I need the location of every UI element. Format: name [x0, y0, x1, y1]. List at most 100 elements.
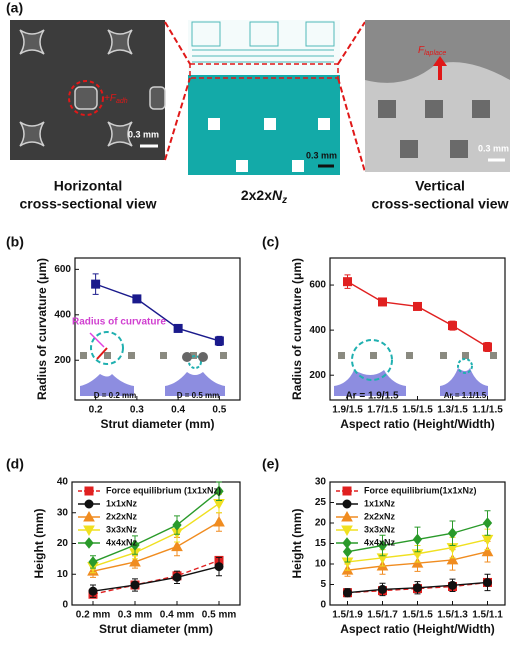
marker — [88, 556, 98, 568]
inset-b — [80, 331, 227, 396]
panel-label: (a) — [6, 0, 23, 16]
y-tick-label: 0 — [320, 600, 326, 611]
annotation: D = 0.2 mm — [94, 391, 136, 400]
force-subscript: laplace — [424, 50, 446, 57]
y-tick-label: 400 — [54, 309, 71, 320]
series-line — [92, 521, 220, 572]
y-tick-label: 30 — [57, 507, 69, 518]
marker — [413, 301, 422, 311]
marker — [214, 562, 224, 572]
caption: Horizontal — [54, 178, 122, 194]
caption: cross-sectional view — [372, 196, 509, 212]
x-tick-label: 1.5/1.5 — [402, 610, 433, 621]
marker — [342, 537, 352, 549]
y-tick-label: 25 — [315, 497, 327, 508]
marker — [83, 525, 95, 537]
y-tick-label: 15 — [315, 538, 327, 549]
force-subscript: adh — [116, 98, 128, 105]
marker — [84, 499, 94, 509]
marker — [173, 323, 183, 333]
x-axis-label: Aspect ratio (Height/Width) — [340, 622, 495, 636]
annotation: Radius of curvature — [72, 317, 166, 328]
y-tick-label: 600 — [54, 264, 71, 275]
y-axis-label: Radius of curvature (μm) — [290, 258, 304, 400]
marker — [481, 545, 494, 557]
x-tick-label: 1.1/1.5 — [472, 405, 503, 416]
legend-label: 2x2xNz — [106, 511, 138, 521]
marker — [214, 485, 224, 498]
marker — [483, 342, 492, 352]
marker — [132, 294, 142, 304]
y-tick-label: 20 — [315, 518, 327, 529]
x-tick-label: 0.3 mm — [118, 610, 153, 621]
force-prefix: + — [104, 93, 110, 104]
x-tick-label: 1.5/1.9 — [332, 610, 363, 621]
panel-label: (c) — [262, 234, 279, 250]
legend-label: 3x3xNz — [364, 524, 396, 534]
x-tick-label: 1.3/1.5 — [437, 405, 468, 416]
x-tick-label: 1.7/1.5 — [367, 405, 398, 416]
scale-label: 0.3 mm — [478, 143, 509, 153]
inset-c — [334, 339, 497, 396]
y-tick-label: 400 — [309, 325, 326, 336]
annotation: Ar = 1.1/1.5 — [444, 391, 487, 400]
y-tick-label: 40 — [57, 477, 69, 488]
y-tick-label: 200 — [54, 355, 71, 366]
marker — [214, 336, 224, 346]
legend-label: 1x1xNz — [364, 498, 396, 508]
marker — [377, 539, 388, 552]
panel-label: (e) — [262, 456, 279, 472]
x-axis-label: Strut diameter (mm) — [100, 417, 214, 431]
caption: Vertical — [415, 178, 465, 194]
y-axis-label: Height (mm) — [290, 509, 304, 579]
y-tick-label: 600 — [309, 280, 326, 291]
caption-text: 2x2x — [241, 187, 272, 203]
marker — [172, 572, 182, 582]
caption: cross-sectional view — [20, 196, 157, 212]
marker — [84, 486, 94, 496]
y-tick-label: 200 — [309, 370, 326, 381]
marker — [88, 586, 98, 596]
series-line — [347, 281, 488, 348]
marker — [341, 510, 353, 522]
x-tick-label: 0.4 — [171, 405, 185, 416]
marker — [482, 517, 493, 529]
y-axis-label: Radius of curvature (μm) — [35, 258, 49, 400]
y-axis-label: Height (mm) — [32, 509, 46, 579]
y-tick-label: 10 — [315, 559, 327, 570]
x-tick-label: 0.5 — [212, 405, 226, 416]
caption: 2x2xNz — [241, 187, 287, 206]
marker — [342, 499, 352, 509]
annotation: Ar = 1.9/1.5 — [345, 391, 399, 402]
series-line — [92, 490, 220, 563]
legend-label: 3x3xNz — [106, 524, 138, 534]
scale-label: 0.3 mm — [128, 129, 159, 139]
series-line — [347, 581, 488, 594]
x-tick-label: 1.5/1.1 — [472, 610, 503, 621]
marker — [83, 510, 95, 522]
marker — [412, 533, 423, 546]
y-tick-label: 20 — [57, 538, 69, 549]
panel-label: (b) — [6, 234, 24, 250]
marker — [447, 527, 458, 540]
force-symbol: F — [110, 93, 117, 104]
marker — [343, 277, 352, 287]
series-line — [92, 565, 220, 592]
marker — [130, 580, 140, 590]
marker — [378, 584, 387, 594]
marker — [172, 519, 182, 531]
left-image — [10, 20, 166, 160]
x-tick-label: 0.3 — [130, 405, 144, 416]
marker — [343, 588, 352, 598]
marker — [446, 553, 459, 565]
series-line — [95, 283, 220, 342]
x-axis-label: Strut diameter (mm) — [99, 622, 213, 636]
force-label: Flaplace — [418, 45, 446, 57]
y-tick-label: 10 — [57, 569, 69, 580]
marker — [483, 577, 492, 587]
legend-label: 2x2xNz — [364, 511, 396, 521]
x-tick-label: 0.5 mm — [202, 610, 237, 621]
x-tick-label: 1.5/1.3 — [437, 610, 468, 621]
caption-subscript: z — [281, 195, 287, 206]
